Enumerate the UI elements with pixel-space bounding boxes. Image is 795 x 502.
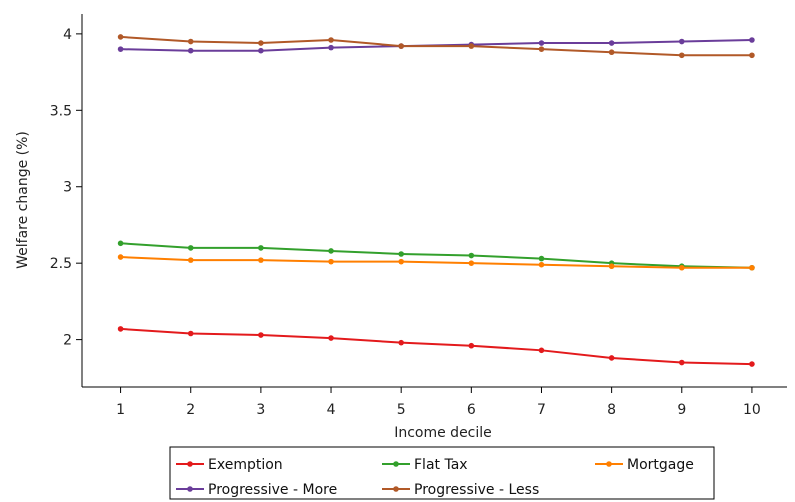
data-point-progressive-less [117,34,124,40]
series-flat-tax [117,240,755,271]
x-tick-label: 8 [607,402,616,418]
legend-label: Flat Tax [414,457,468,473]
legend-swatch-marker [393,461,399,467]
data-point-exemption [258,332,264,338]
data-point-progressive-less [398,43,404,49]
x-tick-label: 4 [327,402,336,418]
data-point-flat-tax [328,248,334,254]
data-point-mortgage [468,260,475,266]
axes: 1 2 3 4 5 6 7 8 9 10 2 2.5 3 3.5 4 Income decile Welf… [15,14,787,441]
y-tick-label: 3 [63,180,72,196]
data-point-progressive-more [328,44,334,51]
data-point-flat-tax [117,240,124,247]
x-tick-label: 6 [467,402,476,418]
legend-label: Mortgage [627,457,694,473]
data-point-progressive-less [749,52,755,59]
y-tick-label: 3.5 [50,103,72,119]
y-ticks: 2 2.5 3 3.5 4 [50,27,82,349]
data-point-flat-tax [187,245,194,251]
legend-swatch-marker [187,486,193,492]
legend-item-progressive-more: Progressive - More [176,482,337,498]
legend-swatch-marker [187,461,193,467]
series-line-mortgage [120,256,752,269]
y-tick-label: 2 [63,333,72,349]
data-point-progressive-less [608,49,615,56]
x-tick-label: 10 [743,402,761,418]
data-point-mortgage [678,264,685,271]
data-point-progressive-more [258,47,264,54]
data-point-mortgage [258,257,264,263]
data-point-exemption [187,330,194,337]
data-point-progressive-less [187,38,194,45]
legend-label: Progressive - Less [414,482,539,498]
legend-swatch-marker [606,461,612,467]
data-point-progressive-less [538,46,545,52]
data-point-mortgage [538,261,545,268]
data-point-progressive-more [117,46,124,52]
data-point-exemption [468,342,475,349]
data-point-progressive-less [678,52,685,59]
data-point-exemption [328,335,334,341]
data-point-flat-tax [468,252,475,259]
data-point-mortgage [187,257,194,263]
data-point-mortgage [117,254,124,260]
data-point-mortgage [398,258,404,265]
x-ticks: 1 2 3 4 5 6 7 8 9 10 [116,387,761,418]
data-point-progressive-more [187,47,194,54]
data-point-exemption [749,361,755,367]
data-point-progressive-less [468,43,475,49]
x-axis-title: Income decile [394,425,492,441]
x-tick-label: 3 [256,402,265,418]
legend-item-progressive-less: Progressive - Less [382,482,539,498]
data-point-exemption [117,326,124,332]
data-point-flat-tax [398,251,404,257]
x-tick-label: 5 [397,402,406,418]
data-point-flat-tax [538,255,545,262]
legend-box [169,446,715,500]
y-axis-title: Welfare change (%) [15,131,31,269]
legend-item-flat-tax: Flat Tax [382,457,468,473]
x-tick-label: 2 [186,402,195,418]
data-point-exemption [678,359,685,366]
data-point-exemption [398,339,404,346]
data-point-mortgage [328,258,334,265]
series-mortgage [117,254,755,271]
x-tick-label: 9 [677,402,686,418]
series-exemption [117,326,755,367]
x-tick-label: 1 [116,402,125,418]
legend-label: Exemption [208,457,283,473]
series-line-progressive-less [120,35,752,57]
legend-swatch-marker [393,486,399,492]
legend: Exemption Flat Tax Mortgage Progressive - M… [169,446,715,500]
legend-label: Progressive - More [208,482,337,498]
series-line-exemption [120,327,752,366]
legend-item-exemption: Exemption [176,457,283,473]
y-tick-label: 2.5 [50,256,72,272]
data-point-progressive-more [538,40,545,46]
data-point-flat-tax [258,245,264,251]
data-point-mortgage [749,264,755,271]
series-progressive-less [117,34,755,59]
y-tick-label: 4 [63,27,72,43]
data-point-progressive-less [258,40,264,46]
data-point-exemption [538,347,545,354]
data-point-progressive-more [678,38,685,45]
series-line-flat-tax [120,242,752,269]
plot-area [117,34,755,367]
data-point-progressive-less [328,37,334,43]
data-point-mortgage [608,263,615,270]
data-point-progressive-more [749,37,755,43]
data-point-exemption [608,355,615,361]
legend-item-mortgage: Mortgage [595,457,694,473]
legend-items: Exemption Flat Tax Mortgage Progressive - M… [176,457,694,498]
data-point-progressive-more [608,40,615,46]
x-tick-label: 7 [537,402,546,418]
